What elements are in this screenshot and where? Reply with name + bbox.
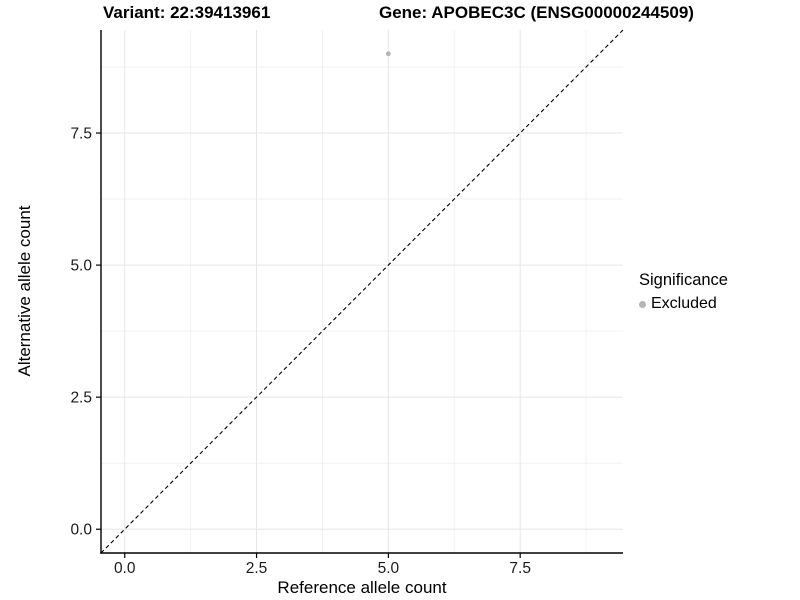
legend-title: Significance — [639, 271, 728, 289]
legend-item-label: Excluded — [651, 295, 717, 312]
y-tick-label: 0.0 — [70, 522, 92, 539]
y-axis-title: Alternative allele count — [15, 205, 34, 377]
legend-item-excluded: Excluded — [639, 295, 728, 313]
x-tick-label: 0.0 — [114, 560, 136, 577]
identity-reference-line — [100, 29, 624, 554]
x-axis-title: Reference allele count — [277, 578, 447, 597]
plot-title-variant: Variant: 22:39413961 — [103, 3, 271, 22]
legend: Significance Excluded — [639, 271, 728, 313]
x-tick-label: 7.5 — [509, 560, 531, 577]
y-tick-label: 7.5 — [70, 126, 92, 143]
y-tick-label: 5.0 — [70, 258, 92, 275]
y-tick-label: 2.5 — [70, 390, 92, 407]
legend-marker-circle-icon — [639, 300, 646, 308]
x-tick-label: 5.0 — [378, 560, 400, 577]
x-tick-label: 2.5 — [246, 560, 268, 577]
plot-title-gene: Gene: APOBEC3C (ENSG00000244509) — [379, 3, 694, 22]
data-point — [385, 51, 391, 57]
